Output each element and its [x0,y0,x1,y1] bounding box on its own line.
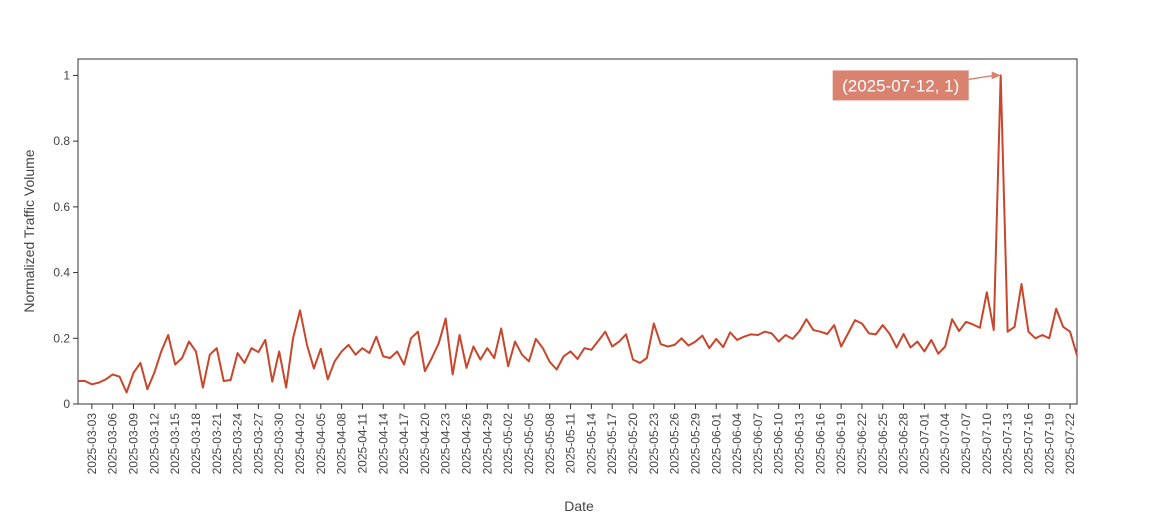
x-tick-label: 2025-05-14 [584,413,598,475]
y-axis-title: Normalized Traffic Volume [21,149,37,312]
x-tick-label: 2025-07-22 [1063,413,1077,475]
x-tick-label: 2025-06-19 [834,413,848,475]
x-tick-label: 2025-07-13 [1001,413,1015,475]
x-tick-label: 2025-06-04 [730,413,744,475]
y-tick-label: 0.6 [53,200,70,214]
x-tick-label: 2025-03-03 [85,413,99,475]
x-tick-label: 2025-07-04 [938,413,952,475]
x-tick-label: 2025-07-01 [917,413,931,475]
x-tick-label: 2025-05-26 [668,413,682,475]
x-tick-label: 2025-05-20 [626,413,640,475]
x-tick-label: 2025-06-13 [793,413,807,475]
plot-border [77,58,1078,405]
peak-annotation: (2025-07-12, 1) [832,70,1001,101]
annotation-box [832,70,969,101]
x-tick-label: 2025-06-10 [772,413,786,475]
x-tick-label: 2025-05-23 [647,413,661,475]
x-tick-label: 2025-06-01 [709,413,723,475]
x-tick-label: 2025-03-30 [272,413,286,475]
x-tick-label: 2025-05-05 [522,413,536,475]
x-tick-label: 2025-06-25 [876,413,890,475]
plot-frame [77,58,1078,405]
x-tick-label: 2025-06-07 [751,413,765,475]
x-tick-label: 2025-04-29 [480,413,494,475]
x-tick-label: 2025-03-21 [210,413,224,475]
x-tick-label: 2025-04-26 [460,413,474,475]
x-tick-label: 2025-04-20 [418,413,432,475]
x-tick-label: 2025-04-17 [397,413,411,475]
x-tick-label: 2025-07-10 [980,413,994,475]
x-tick-label: 2025-04-14 [376,413,390,475]
x-tick-label: 2025-03-24 [231,413,245,475]
x-tick-label: 2025-04-23 [439,413,453,475]
x-tick-label: 2025-05-29 [688,413,702,475]
x-tick-label: 2025-04-05 [314,413,328,475]
x-tick-label: 2025-05-08 [543,413,557,475]
x-tick-label: 2025-03-15 [168,413,182,475]
x-tick-label: 2025-04-08 [335,413,349,475]
y-tick-label: 0.2 [53,331,70,345]
y-tick-label: 1 [63,68,70,82]
x-tick-label: 2025-04-11 [355,413,369,474]
x-tick-label: 2025-03-27 [251,413,265,475]
series-line [78,74,1078,394]
y-tick-label: 0 [63,397,70,411]
y-tick-label: 0.4 [53,266,70,280]
x-tick-label: 2025-07-16 [1021,413,1035,475]
x-tick-label: 2025-03-12 [147,413,161,475]
y-tick-label: 0.8 [53,134,70,148]
x-tick-label: 2025-03-09 [127,413,141,475]
y-axis: 0 0.2 0.4 0.6 0.8 1 [53,68,78,411]
x-tick-label: 2025-07-07 [959,413,973,475]
x-tick-label: 2025-05-17 [605,413,619,475]
annotation-arrow-line [968,74,994,81]
x-tick-label: 2025-06-16 [813,413,827,475]
x-axis: 2025-03-03 2025-03-06 2025-03-09 2025-03-12… [85,404,1077,474]
x-tick-label: 2025-05-11 [564,413,578,474]
series-layer [78,74,1078,394]
x-tick-label: 2025-03-18 [189,413,203,475]
x-tick-label: 2025-06-22 [855,413,869,475]
x-tick-label: 2025-06-28 [897,413,911,475]
x-axis-title: Date [564,498,594,514]
annotation-label: (2025-07-12, 1) [842,76,959,95]
x-tick-label: 2025-07-19 [1042,413,1056,475]
x-tick-label: 2025-03-06 [106,413,120,475]
x-tick-label: 2025-04-02 [293,413,307,475]
x-tick-label: 2025-05-02 [501,413,515,475]
annotation-arrowhead [991,71,1001,80]
